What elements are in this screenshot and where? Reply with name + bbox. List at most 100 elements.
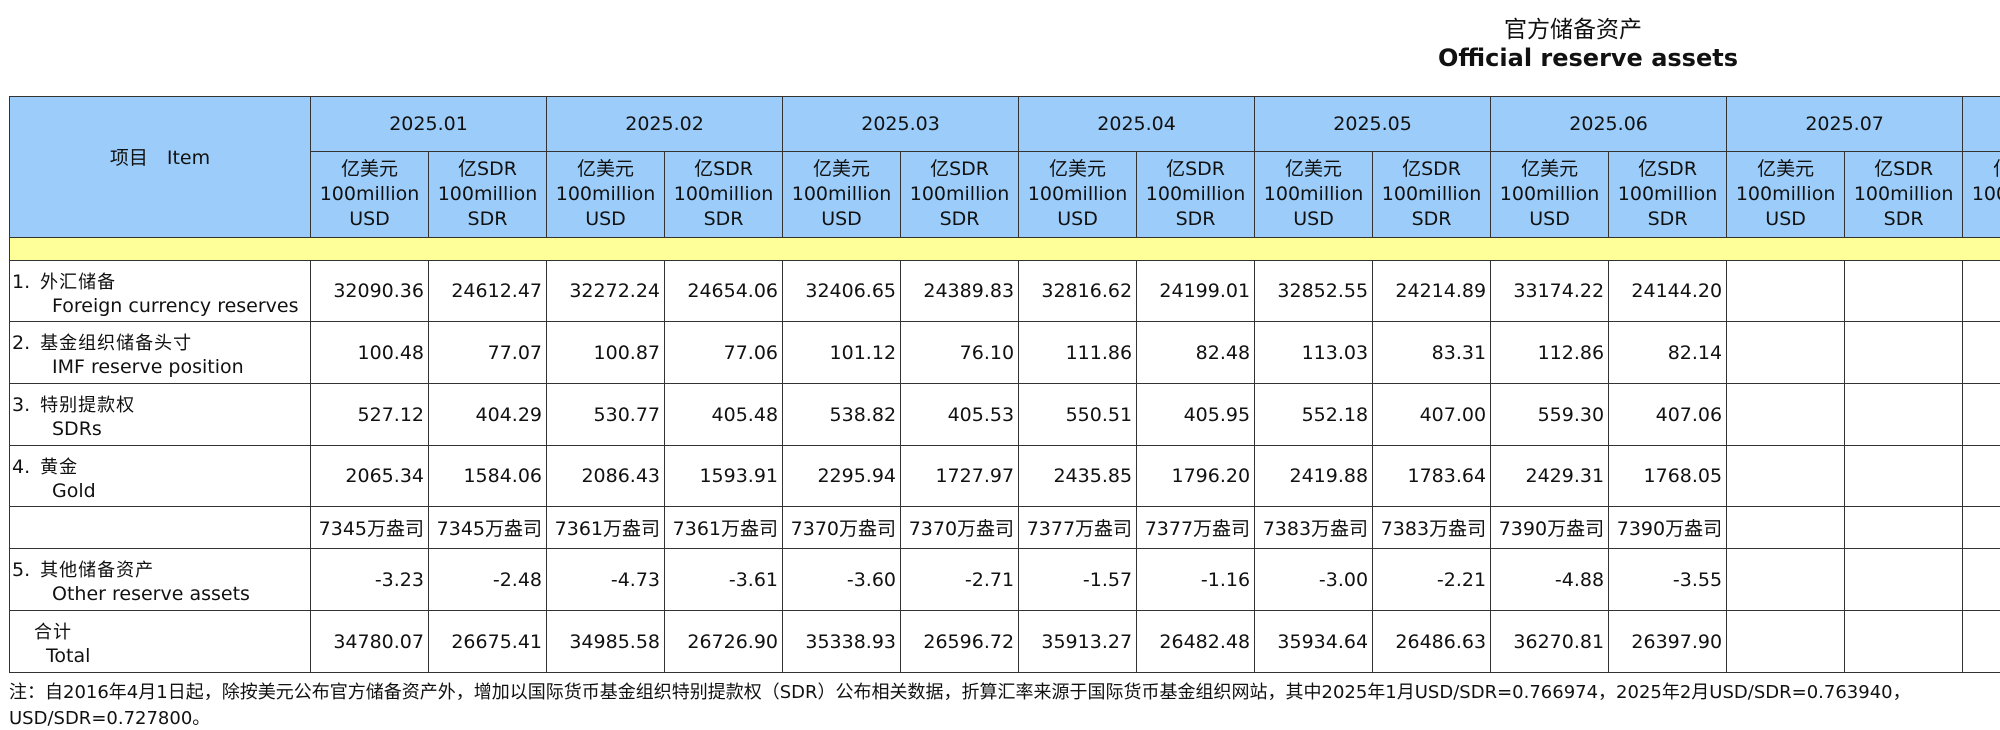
value-cell: 35338.93	[783, 611, 901, 673]
value-cell	[1845, 446, 1963, 507]
value-cell: 24214.89	[1373, 261, 1491, 322]
value-cell	[1727, 507, 1845, 549]
unit-text: SDR	[1373, 207, 1490, 232]
unit-text: 100million	[783, 182, 900, 207]
value-cell	[1727, 446, 1845, 507]
unit-text: 亿SDR	[1137, 157, 1254, 182]
unit-text: 100million	[1137, 182, 1254, 207]
value-cell: 100.48	[311, 322, 429, 384]
value-cell: 26486.63	[1373, 611, 1491, 673]
value-cell: -1.57	[1019, 549, 1137, 611]
value-cell: 26482.48	[1137, 611, 1255, 673]
value-cell: 32852.55	[1255, 261, 1373, 322]
unit-text: 亿SDR	[665, 157, 782, 182]
value-cell	[1845, 611, 1963, 673]
value-cell: 550.51	[1019, 384, 1137, 446]
item-zh: 其他储备资产	[40, 560, 154, 581]
unit-text: 100million	[665, 182, 782, 207]
unit-text: 100million	[311, 182, 428, 207]
value-cell: 1796.20	[1137, 446, 1255, 507]
value-cell: 26726.90	[665, 611, 783, 673]
value-cell: 76.10	[901, 322, 1019, 384]
item-number: 4.	[12, 456, 30, 478]
value-cell	[1727, 549, 1845, 611]
value-cell: -2.71	[901, 549, 1019, 611]
value-cell: 7383万盎司	[1255, 507, 1373, 549]
value-cell	[1845, 507, 1963, 549]
value-cell	[1727, 384, 1845, 446]
item-number: 1.	[12, 271, 30, 293]
unit-text: 亿SDR	[1609, 157, 1726, 182]
item-en: Total	[46, 645, 310, 667]
value-cell: 77.07	[429, 322, 547, 384]
unit-text: 100million	[1845, 182, 1962, 207]
unit-text: 100million	[547, 182, 664, 207]
unit-text: 100million	[1609, 182, 1726, 207]
value-cell: 405.53	[901, 384, 1019, 446]
value-cell: -4.73	[547, 549, 665, 611]
item-en: SDRs	[52, 418, 310, 440]
unit-text: 亿美元	[311, 157, 428, 182]
unit-text: 亿美元	[1491, 157, 1608, 182]
value-cell: 527.12	[311, 384, 429, 446]
unit-text: 亿SDR	[1845, 157, 1962, 182]
value-cell: 7390万盎司	[1491, 507, 1609, 549]
item-zh-line: 1.外汇储备	[12, 268, 310, 294]
unit-text: 亿美元	[1963, 157, 2000, 182]
item-zh-line: 3.特别提款权	[12, 391, 310, 417]
unit-text: 100million	[901, 182, 1018, 207]
unit-text: SDR	[1609, 207, 1726, 232]
unit-text: 100million	[1727, 182, 1844, 207]
unit-text: 亿美元	[783, 157, 900, 182]
note-line: 注：自2016年4月1日起，除按美元公布官方储备资产外，增加以国际货币基金组织特…	[9, 678, 1911, 704]
note-line: USD/SDR=0.727800。	[9, 704, 210, 730]
unit-text: USD	[783, 207, 900, 232]
value-cell: 35913.27	[1019, 611, 1137, 673]
value-cell: 2086.43	[547, 446, 665, 507]
value-cell: 113.03	[1255, 322, 1373, 384]
title-zh: 官方储备资产	[1373, 10, 1773, 44]
value-cell: 405.95	[1137, 384, 1255, 446]
value-cell: 100.87	[547, 322, 665, 384]
item-zh: 黄金	[40, 457, 78, 478]
value-cell: 538.82	[783, 384, 901, 446]
item-cell	[10, 507, 311, 549]
unit-text: 亿SDR	[429, 157, 546, 182]
value-cell: 33174.22	[1491, 261, 1609, 322]
value-cell: 407.06	[1609, 384, 1727, 446]
value-cell: -4.88	[1491, 549, 1609, 611]
value-cell: 32406.65	[783, 261, 901, 322]
value-cell: 24654.06	[665, 261, 783, 322]
value-cell: 111.86	[1019, 322, 1137, 384]
value-cell: 1593.91	[665, 446, 783, 507]
value-cell	[1963, 507, 2000, 549]
item-en: Gold	[52, 480, 310, 502]
value-cell: 24389.83	[901, 261, 1019, 322]
unit-text: 100million	[1963, 182, 2000, 207]
value-cell: 26397.90	[1609, 611, 1727, 673]
value-cell	[1963, 611, 2000, 673]
value-cell: 404.29	[429, 384, 547, 446]
value-cell: 34780.07	[311, 611, 429, 673]
value-cell: 36270.81	[1491, 611, 1609, 673]
item-zh: 特别提款权	[40, 395, 135, 416]
title-en: Official reserve assets	[1338, 44, 1838, 72]
month-header: 2025.07	[1727, 97, 1963, 152]
value-cell: 7370万盎司	[901, 507, 1019, 549]
unit-text: USD	[1491, 207, 1608, 232]
value-cell: 112.86	[1491, 322, 1609, 384]
value-cell: 559.30	[1491, 384, 1609, 446]
